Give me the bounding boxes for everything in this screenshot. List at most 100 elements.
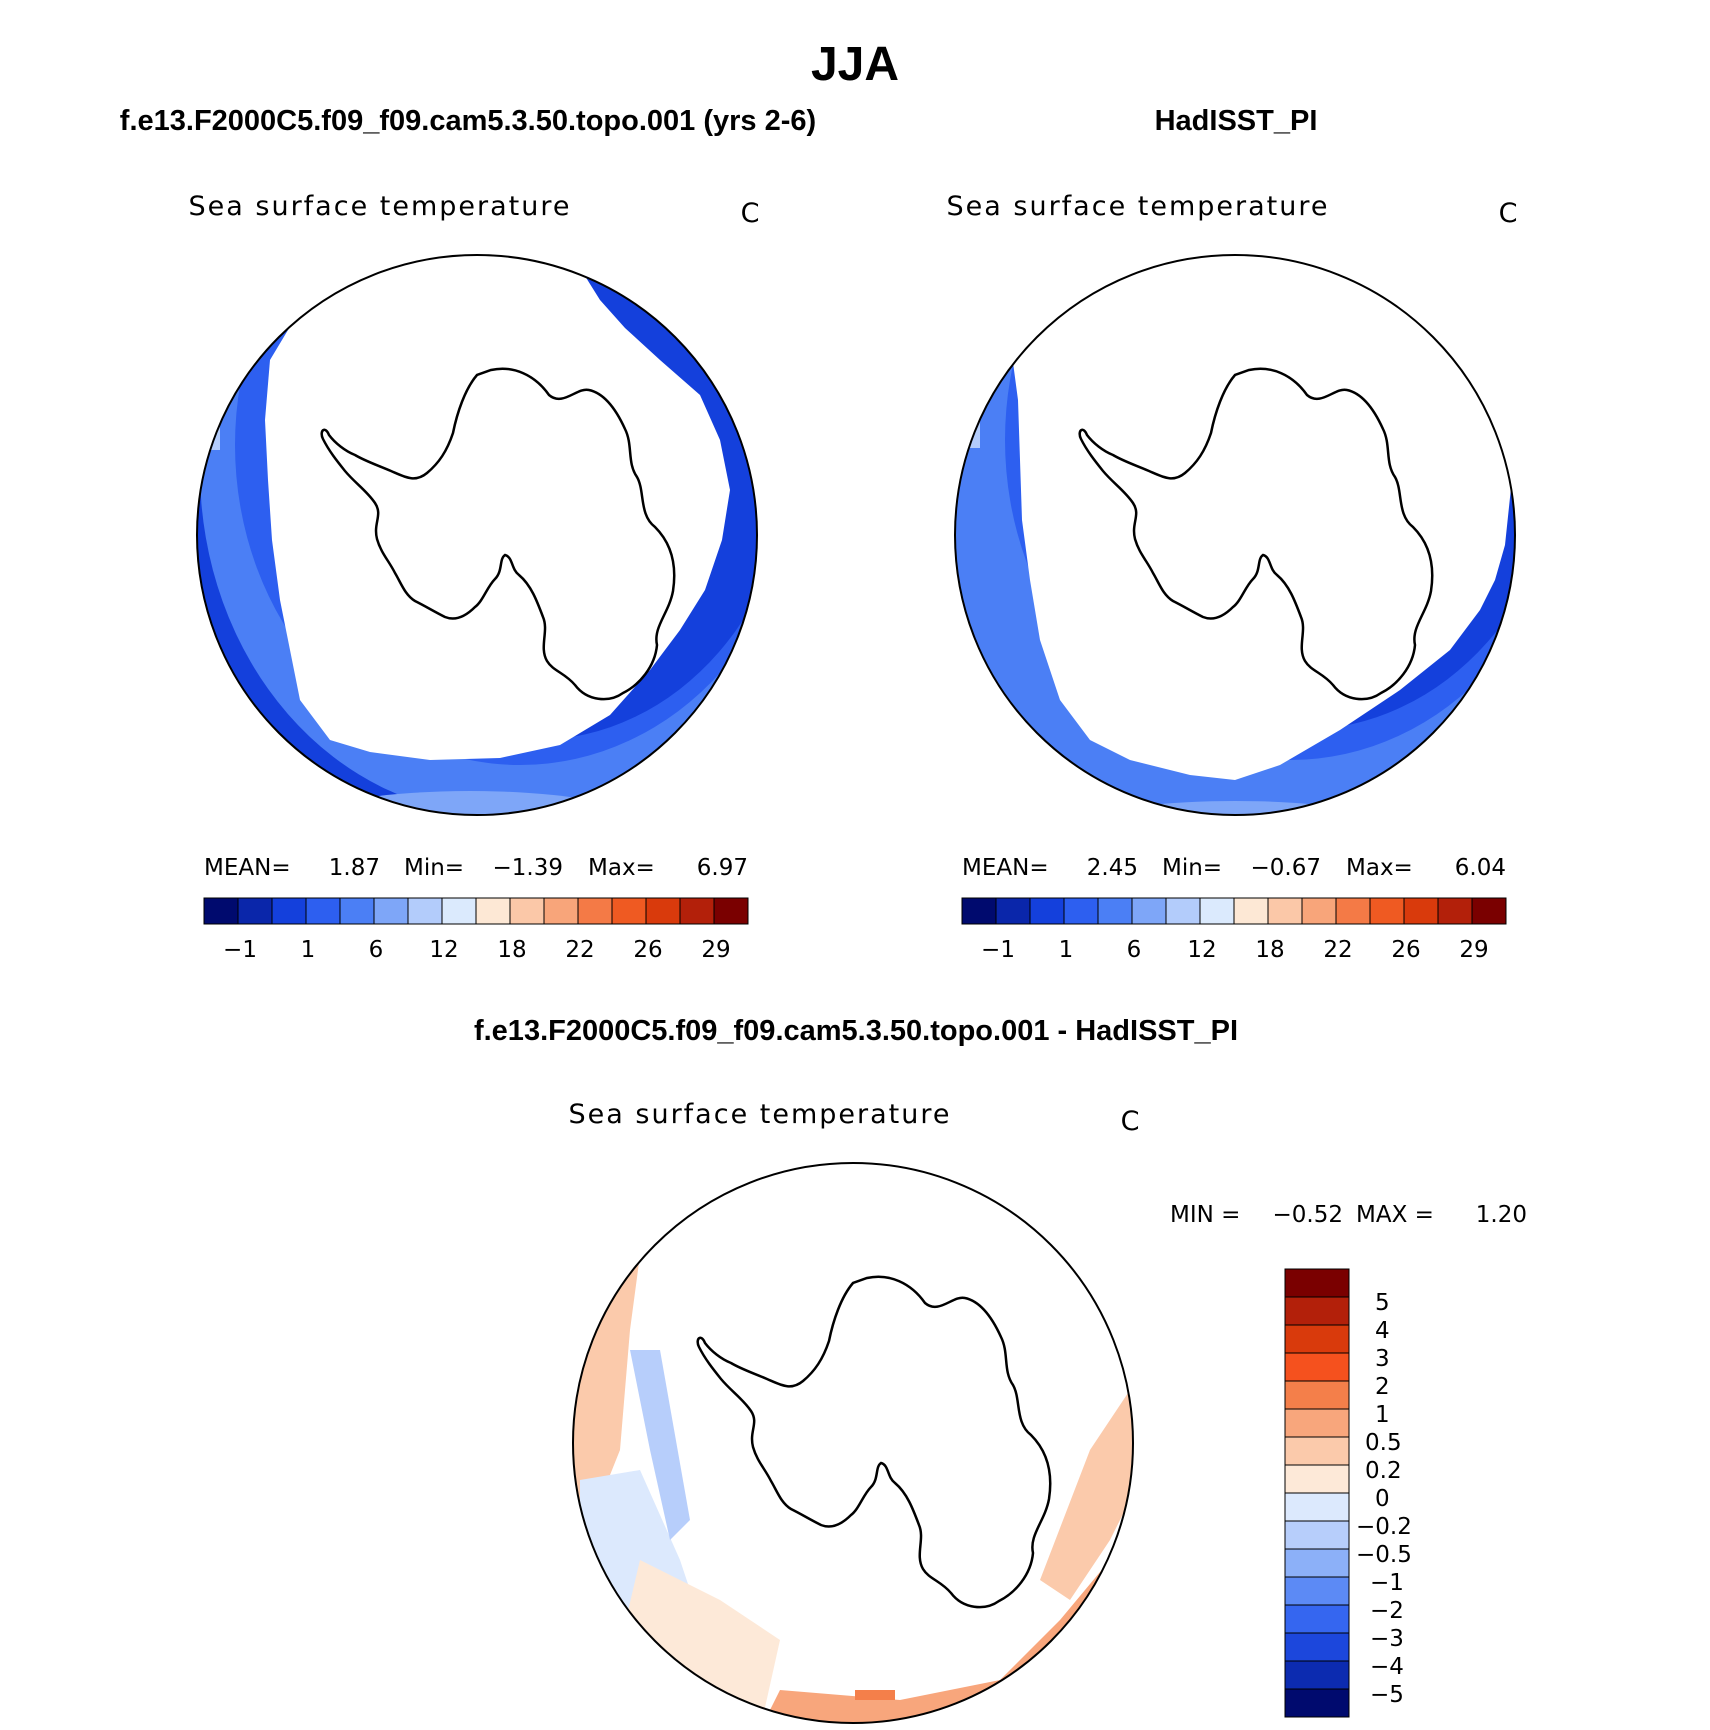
sea-ice-region — [1000, 255, 1515, 780]
colorbar-swatch — [713, 897, 749, 925]
cb-label: −1 — [1370, 1570, 1404, 1596]
min-label: MIN = — [1170, 1202, 1240, 1228]
panel-left-units: C — [741, 198, 760, 229]
cb-label: −4 — [1370, 1654, 1404, 1680]
cb-label: 5 — [1375, 1290, 1390, 1316]
colorbar-swatch — [1063, 897, 1099, 925]
colorbar-swatch — [373, 897, 409, 925]
diff-south-hot — [855, 1690, 895, 1700]
cb-label: 12 — [429, 937, 458, 963]
colorbar-left-labels: −1 1 6 12 18 22 26 29 — [223, 937, 731, 963]
panel-left-variable: Sea surface temperature — [189, 191, 572, 222]
colorbar-right-labels: −1 1 6 12 18 22 26 29 — [981, 937, 1489, 963]
cb-label: 29 — [1459, 937, 1488, 963]
colorbar-swatch — [1471, 897, 1507, 925]
mean-value: 1.87 — [329, 855, 380, 881]
colorbar-swatch — [1131, 897, 1167, 925]
colorbar-swatch — [1369, 897, 1405, 925]
diff-east-warm — [1040, 1330, 1133, 1600]
colorbar-swatch — [441, 897, 477, 925]
cb-label: 0.2 — [1365, 1458, 1402, 1484]
colorbar-swatch — [1284, 1380, 1350, 1410]
cb-label: 18 — [497, 937, 526, 963]
mean-label: MEAN= — [962, 855, 1049, 881]
colorbar-swatch — [1267, 897, 1303, 925]
panel-left-title: f.e13.F2000C5.f09_f09.cam5.3.50.topo.001… — [120, 105, 816, 137]
difference-title: f.e13.F2000C5.f09_f09.cam5.3.50.topo.001… — [474, 1015, 1238, 1047]
cb-label: −1 — [981, 937, 1015, 963]
colorbar-swatch — [679, 897, 715, 925]
stats-left: MEAN= 1.87 Min= −1.39 Max= 6.97 — [204, 855, 748, 881]
stats-right: MEAN= 2.45 Min= −0.67 Max= 6.04 — [962, 855, 1506, 881]
colorbar-swatch — [1165, 897, 1201, 925]
colorbar-difference — [1284, 1268, 1350, 1718]
colorbar-swatch — [1029, 897, 1065, 925]
min-value: −1.39 — [493, 855, 563, 881]
diff-west-cool2 — [630, 1350, 690, 1540]
map-left — [196, 254, 758, 816]
cb-label: −0.2 — [1356, 1514, 1412, 1540]
sea-ice-region — [265, 255, 730, 760]
colorbar-swatch — [1284, 1324, 1350, 1354]
max-label: MAX = — [1356, 1202, 1434, 1228]
min-label: Min= — [404, 855, 464, 881]
colorbar-swatch — [1284, 1548, 1350, 1578]
colorbar-swatch — [611, 897, 647, 925]
cb-label: 3 — [1375, 1346, 1390, 1372]
max-value: 1.20 — [1476, 1202, 1527, 1228]
colorbar-swatch — [237, 897, 273, 925]
colorbar-swatch — [407, 897, 443, 925]
map-left-border — [196, 254, 758, 816]
colorbar-swatch — [1284, 1492, 1350, 1522]
colorbar-swatch — [305, 897, 341, 925]
panel-right: Sea surface temperature C MEAN= 2.45 Min… — [947, 191, 1518, 963]
colorbar-swatch — [961, 897, 997, 925]
cb-label: 1 — [301, 937, 316, 963]
colorbar-swatch — [577, 897, 613, 925]
colorbar-swatch — [1284, 1604, 1350, 1634]
colorbar-swatch — [1301, 897, 1337, 925]
colorbar-swatch — [1403, 897, 1439, 925]
cb-label: 26 — [1391, 937, 1420, 963]
panel-difference: f.e13.F2000C5.f09_f09.cam5.3.50.topo.001… — [474, 1015, 1527, 1724]
colorbar-swatch — [1284, 1632, 1350, 1662]
colorbar-swatch — [1284, 1576, 1350, 1606]
mean-value: 2.45 — [1087, 855, 1138, 881]
cb-label: 26 — [633, 937, 662, 963]
colorbar-swatch — [1199, 897, 1235, 925]
colorbar-swatch — [1437, 897, 1473, 925]
colorbar-swatch — [645, 897, 681, 925]
colorbar-swatch — [475, 897, 511, 925]
colorbar-swatch — [1284, 1436, 1350, 1466]
cb-label: 6 — [369, 937, 384, 963]
season-title: JJA — [811, 38, 899, 91]
panel-right-title: HadISST_PI — [1155, 105, 1318, 137]
colorbar-swatch — [509, 897, 545, 925]
colorbar-swatch — [995, 897, 1031, 925]
panel-left: Sea surface temperature C MEAN= 1.87 Min… — [189, 191, 760, 963]
colorbar-swatch — [1284, 1352, 1350, 1382]
panel-right-units: C — [1499, 198, 1518, 229]
colorbar-right — [961, 897, 1507, 925]
colorbar-swatch — [203, 897, 239, 925]
max-value: 6.97 — [697, 855, 748, 881]
colorbar-swatch — [1284, 1296, 1350, 1326]
min-value: −0.67 — [1251, 855, 1321, 881]
map-right-border — [954, 254, 1516, 816]
cb-label: 22 — [1323, 937, 1352, 963]
cb-label: 1 — [1059, 937, 1074, 963]
colorbar-swatch — [1097, 897, 1133, 925]
min-value: −0.52 — [1273, 1202, 1343, 1228]
cb-label: 1 — [1375, 1402, 1390, 1428]
max-value: 6.04 — [1455, 855, 1506, 881]
map-difference-border — [572, 1162, 1134, 1724]
min-label: Min= — [1162, 855, 1222, 881]
colorbar-swatch — [1233, 897, 1269, 925]
colorbar-swatch — [339, 897, 375, 925]
difference-units: C — [1121, 1106, 1140, 1137]
panel-right-variable: Sea surface temperature — [947, 191, 1330, 222]
cb-label: −0.5 — [1356, 1542, 1412, 1568]
cb-label: −2 — [1370, 1598, 1404, 1624]
colorbar-swatch — [271, 897, 307, 925]
